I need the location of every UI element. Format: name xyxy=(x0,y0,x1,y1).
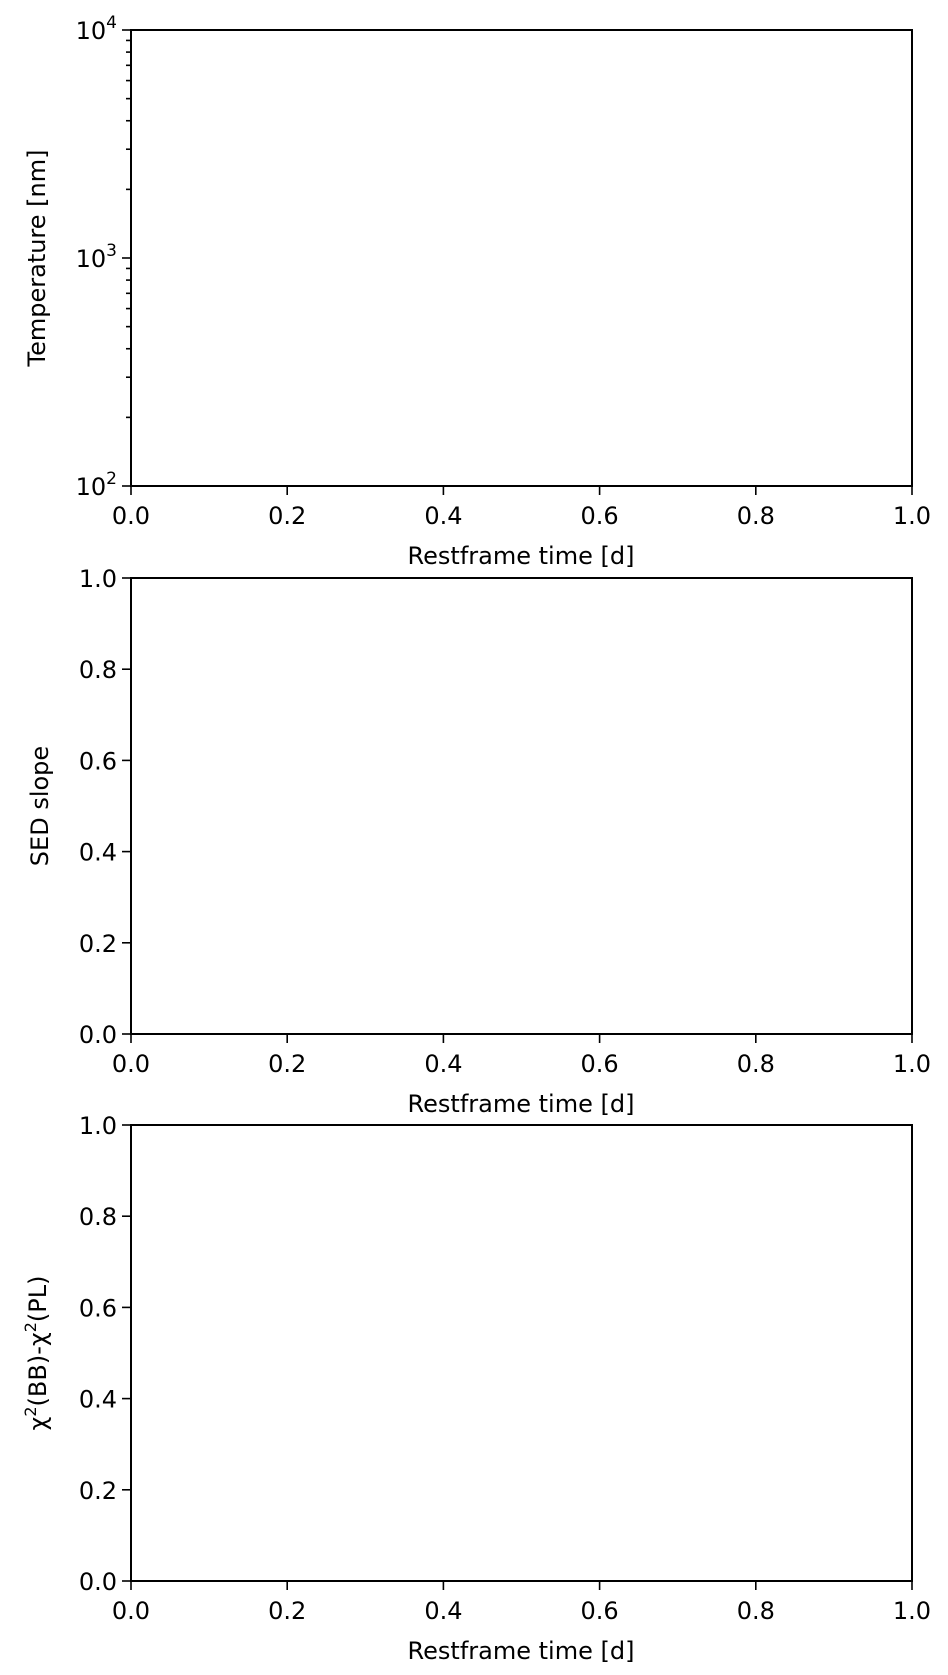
chi2-x-tick-label: 0.8 xyxy=(737,1597,775,1625)
chi2-y-tick-label: 1.0 xyxy=(79,1112,117,1140)
temperature-x-tick-label: 1.0 xyxy=(893,502,931,530)
sed-slope-x-tick-label: 1.0 xyxy=(893,1050,931,1078)
temperature-x-tick-label: 0.8 xyxy=(737,502,775,530)
chi2-y-axis-label: χ2(BB)-χ2(PL) xyxy=(21,1275,52,1430)
temperature-y-axis-label: Temperature [nm] xyxy=(23,150,51,368)
sed-slope-x-axis-label: Restframe time [d] xyxy=(408,1090,635,1118)
chi2-y-tick-label: 0.0 xyxy=(79,1568,117,1596)
temperature-x-axis-label: Restframe time [d] xyxy=(408,542,635,570)
temperature-plot-area xyxy=(130,29,913,487)
chi2-y-tick-label: 0.4 xyxy=(79,1386,117,1414)
chi2-x-tick-label: 0.2 xyxy=(268,1597,306,1625)
temperature-x-tick-label: 0.2 xyxy=(268,502,306,530)
sed-slope-y-tick-label: 0.0 xyxy=(79,1021,117,1049)
sed-slope-plot-area xyxy=(130,577,913,1035)
sed-slope-y-tick-label: 0.2 xyxy=(79,930,117,958)
temperature-y-tick-label: 102 xyxy=(76,469,117,501)
temperature-panel: 0.0 0.2 0.4 0.6 0.8 1.0 102 103 104 Restframe t… xyxy=(23,13,931,570)
temperature-x-tick-label: 0.6 xyxy=(581,502,619,530)
temperature-x-tick-label: 0.4 xyxy=(424,502,462,530)
chi2-y-ticks: 0.0 0.2 0.4 0.6 0.8 1.0 xyxy=(79,1112,131,1596)
chi2-y-tick-label: 0.8 xyxy=(79,1203,117,1231)
sed-slope-x-tick-label: 0.4 xyxy=(424,1050,462,1078)
chi2-y-tick-label: 0.6 xyxy=(79,1294,117,1322)
chi2-x-tick-label: 1.0 xyxy=(893,1597,931,1625)
sed-slope-panel: 0.0 0.2 0.4 0.6 0.8 1.0 0.0 0.2 0.4 0.6 0.8 1.0 Re… xyxy=(26,565,931,1118)
sed-slope-y-tick-label: 0.6 xyxy=(79,747,117,775)
chi2-x-axis-label: Restframe time [d] xyxy=(408,1637,635,1665)
temperature-y-tick-label: 104 xyxy=(76,13,117,45)
chi2-x-tick-label: 0.4 xyxy=(424,1597,462,1625)
sed-slope-x-ticks: 0.0 0.2 0.4 0.6 0.8 1.0 xyxy=(112,1034,931,1078)
sed-slope-y-axis-label: SED slope xyxy=(26,746,54,866)
sed-slope-x-tick-label: 0.8 xyxy=(737,1050,775,1078)
chi2-y-tick-label: 0.2 xyxy=(79,1477,117,1505)
sed-slope-y-ticks: 0.0 0.2 0.4 0.6 0.8 1.0 xyxy=(79,565,131,1049)
chi2-panel: 0.0 0.2 0.4 0.6 0.8 1.0 0.0 0.2 0.4 0.6 0.8 1.0 Re… xyxy=(21,1112,931,1665)
sed-slope-y-tick-label: 0.8 xyxy=(79,656,117,684)
temperature-x-ticks: 0.0 0.2 0.4 0.6 0.8 1.0 xyxy=(112,486,931,530)
temperature-x-tick-label: 0.0 xyxy=(112,502,150,530)
chi2-x-tick-label: 0.0 xyxy=(112,1597,150,1625)
sed-slope-y-tick-label: 0.4 xyxy=(79,839,117,867)
chi2-x-tick-label: 0.6 xyxy=(581,1597,619,1625)
chi2-x-ticks: 0.0 0.2 0.4 0.6 0.8 1.0 xyxy=(112,1581,931,1625)
sed-slope-x-tick-label: 0.2 xyxy=(268,1050,306,1078)
sed-slope-x-tick-label: 0.6 xyxy=(581,1050,619,1078)
sed-slope-y-tick-label: 1.0 xyxy=(79,565,117,593)
temperature-y-tick-label: 103 xyxy=(76,241,117,273)
sed-slope-x-tick-label: 0.0 xyxy=(112,1050,150,1078)
chi2-plot-area xyxy=(130,1124,913,1582)
temperature-y-ticks: 102 103 104 xyxy=(76,13,131,501)
